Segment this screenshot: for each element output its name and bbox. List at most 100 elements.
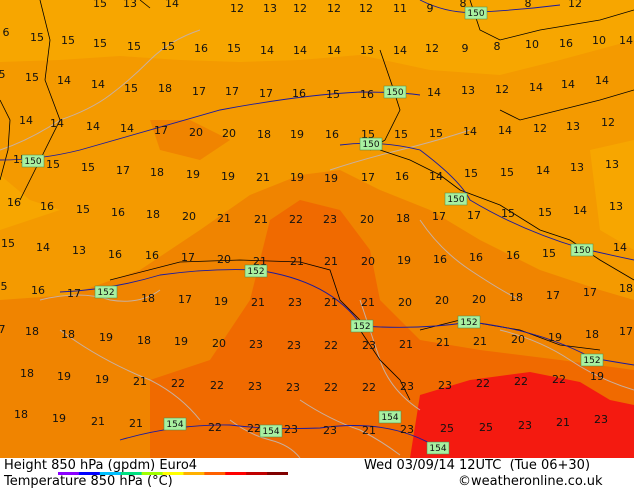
temperature-value: 21 (133, 375, 147, 388)
coastline-7 (499, 329, 634, 391)
temperature-value: 14 (91, 78, 105, 91)
temperature-value: 25 (479, 421, 493, 434)
temperature-value: 17 (546, 289, 560, 302)
temperature-value: 16 (145, 249, 159, 262)
band-10-14-west (0, 175, 60, 230)
temperature-value: 20 (212, 337, 226, 350)
temperature-value: 14 (165, 0, 179, 10)
temperature-value: 13 (605, 158, 619, 171)
coastline-1 (39, 289, 161, 302)
border-2 (109, 259, 361, 321)
scale-segment (141, 472, 164, 475)
temperature-value: 21 (556, 416, 570, 429)
temperature-value: 18 (61, 328, 75, 341)
temperature-value: 14 (463, 125, 477, 138)
coastline-5 (299, 399, 401, 456)
temperature-value: 15 (76, 203, 90, 216)
temperature-bands (0, 0, 634, 458)
weather-map: 13 12 13 12 12 12 11 9 8 8 12 14 15 6 15 15 15 15 15 16 15 14… (0, 0, 634, 459)
temperature-value: 21 (361, 296, 375, 309)
temperature-value: 15 (394, 128, 408, 141)
contour-label: 150 (573, 246, 590, 256)
temperature-value: 16 (31, 284, 45, 297)
temperature-value: 15 (93, 37, 107, 50)
contour-label: 150 (467, 9, 484, 19)
temperature-value: 23 (362, 339, 376, 352)
coastline-3 (329, 129, 471, 171)
temperature-value: 9 (462, 42, 469, 55)
contour-label: 150 (447, 195, 464, 205)
scale-segment (120, 472, 143, 475)
temperature-value: 9 (427, 2, 434, 15)
temperature-value: 14 (50, 117, 64, 130)
temperature-value: 23 (288, 296, 302, 309)
temperature-value: 17 (619, 325, 633, 338)
temperature-value: 12 (359, 2, 373, 15)
temperature-value: 17 (116, 164, 130, 177)
coastline-8 (419, 219, 521, 301)
scale-segment (246, 472, 268, 475)
temperature-value: 20 (398, 296, 412, 309)
temperature-value: 23 (400, 423, 414, 436)
temperature-value: 21 (217, 212, 231, 225)
temperature-value: 12 (533, 122, 547, 135)
temperature-value: 15 (501, 207, 515, 220)
temperature-value: 15 (161, 40, 175, 53)
temperature-value: 11 (393, 2, 407, 15)
temperature-value: 14 (429, 170, 443, 183)
copyright-link[interactable]: ©weatheronline.co.uk (458, 474, 603, 489)
temperature-value: 19 (590, 370, 604, 383)
band-18-22-north (150, 120, 230, 160)
temperature-value: 21 (254, 213, 268, 226)
temperature-value: 19 (397, 254, 411, 267)
temperature-value: 18 (25, 325, 39, 338)
temperature-value: 23 (594, 413, 608, 426)
temperature-value: 8 (494, 40, 501, 53)
temperature-value: 14 (595, 74, 609, 87)
temperature-value: 14 (561, 78, 575, 91)
temperature-value: 18 (396, 212, 410, 225)
temperature-value: 15 (1, 237, 15, 250)
temperature-value: 14 (86, 120, 100, 133)
temperature-value: 15 (61, 34, 75, 47)
temperature-value: 13 (566, 120, 580, 133)
contour-label-box (378, 410, 402, 424)
temperature-value: 18 (619, 282, 633, 295)
contour-label-box (94, 285, 118, 299)
scale-segment (162, 472, 184, 475)
temperature-value: 15 (124, 82, 138, 95)
temperature-value: 17 (67, 287, 81, 300)
temperature-value: 14 (613, 241, 627, 254)
temperature-value: 18 (150, 166, 164, 179)
scale-segment (58, 472, 80, 475)
temperature-value: 12 (568, 0, 582, 10)
temperature-value: 18 (141, 292, 155, 305)
temperature-caption: Temperature 850 hPa (°C) (4, 474, 173, 489)
border-6 (419, 319, 601, 351)
temperature-value: 17 (583, 286, 597, 299)
temperature-value: 21 (256, 171, 270, 184)
scale-segment (267, 472, 288, 475)
temperature-value: 12 (230, 2, 244, 15)
coastline-2 (59, 329, 201, 421)
band-10-14-east (590, 140, 634, 250)
temperature-value: 10 (592, 34, 606, 47)
temperature-value: 19 (290, 128, 304, 141)
map-legend-footer: Height 850 hPa (gpdm) Euro4 Wed 03/09/14… (0, 458, 634, 490)
temperature-value: 18 (509, 291, 523, 304)
temperature-value: 21 (473, 335, 487, 348)
temperature-value: 15 (46, 158, 60, 171)
temperature-value: 15 (326, 88, 340, 101)
temperature-value: 18 (257, 128, 271, 141)
scale-segment (99, 472, 122, 475)
temperature-value: 16 (194, 42, 208, 55)
temperature-value: 21 (436, 336, 450, 349)
temperature-value: 22 (552, 373, 566, 386)
temperature-value: 22 (514, 375, 528, 388)
scale-segment (204, 472, 226, 475)
temperature-value: 21 (362, 424, 376, 437)
temperature-value: 20 (217, 253, 231, 266)
temperature-value: 21 (324, 255, 338, 268)
contour-label-box (383, 85, 407, 99)
temperature-value: 14 (57, 74, 71, 87)
